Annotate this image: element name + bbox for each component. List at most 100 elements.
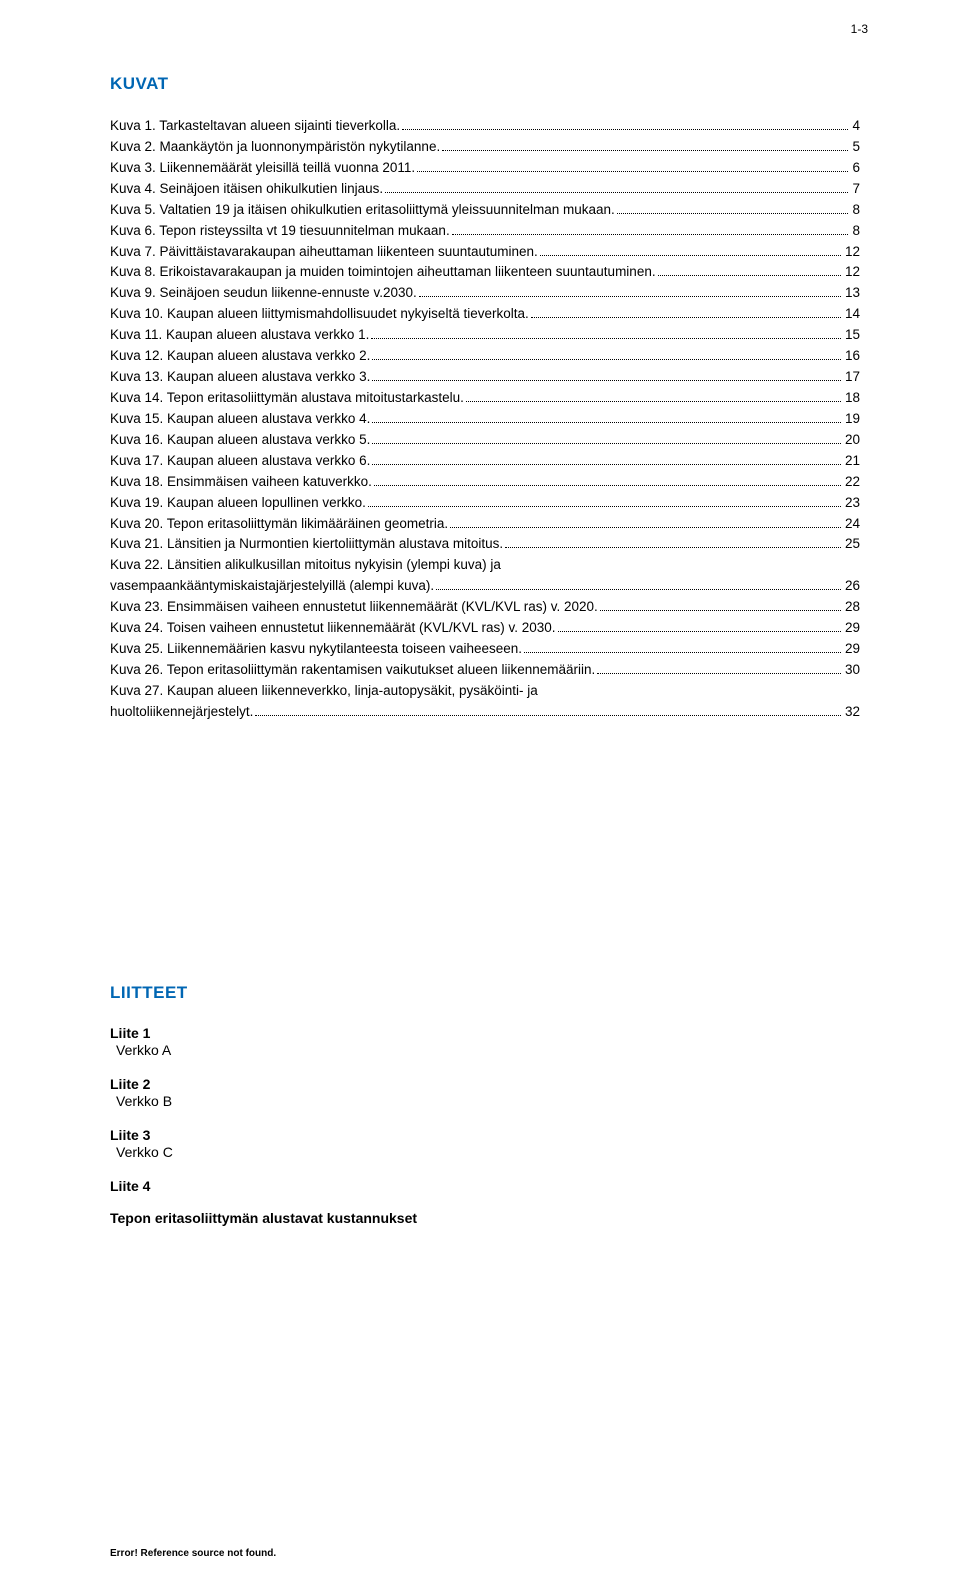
toc-entry: Kuva 11. Kaupan alueen alustava verkko 1… xyxy=(110,325,860,346)
toc-entry: Kuva 21. Länsitien ja Nurmontien kiertol… xyxy=(110,534,860,555)
toc-entry: Kuva 14. Tepon eritasoliittymän alustava… xyxy=(110,388,860,409)
toc-entry: Kuva 12. Kaupan alueen alustava verkko 2… xyxy=(110,346,860,367)
toc-entry-label: Kuva 19. Kaupan alueen lopullinen verkko… xyxy=(110,493,366,514)
toc-leader-dots xyxy=(466,400,841,402)
toc-leader-dots xyxy=(540,254,841,256)
toc-entry-label: vasempaankääntymiskaistajärjestelyillä (… xyxy=(110,576,434,597)
toc-entry-page: 29 xyxy=(843,618,860,639)
toc-entry: Kuva 2. Maankäytön ja luonnonympäristön … xyxy=(110,137,860,158)
table-of-contents: Kuva 1. Tarkasteltavan alueen sijainti t… xyxy=(110,116,860,723)
toc-leader-dots xyxy=(558,630,841,632)
toc-entry-page: 20 xyxy=(843,430,860,451)
toc-entry: huoltoliikennejärjestelyt. 32 xyxy=(110,702,860,723)
toc-entry-page: 16 xyxy=(843,346,860,367)
toc-entry-page: 26 xyxy=(843,576,860,597)
liite-item: Liite 1Verkko A xyxy=(110,1025,860,1058)
toc-entry-label: Kuva 26. Tepon eritasoliittymän rakentam… xyxy=(110,660,595,681)
toc-entry-label: Kuva 15. Kaupan alueen alustava verkko 4… xyxy=(110,409,370,430)
toc-entry: Kuva 23. Ensimmäisen vaiheen ennustetut … xyxy=(110,597,860,618)
toc-leader-dots xyxy=(372,379,841,381)
toc-leader-dots xyxy=(419,295,841,297)
toc-entry-label: Kuva 23. Ensimmäisen vaiheen ennustetut … xyxy=(110,597,598,618)
toc-leader-dots xyxy=(372,463,841,465)
toc-leader-dots xyxy=(372,442,841,444)
toc-entry-page: 4 xyxy=(850,116,860,137)
toc-leader-dots xyxy=(374,484,841,486)
toc-entry: Kuva 4. Seinäjoen itäisen ohikulkutien l… xyxy=(110,179,860,200)
toc-entry: vasempaankääntymiskaistajärjestelyillä (… xyxy=(110,576,860,597)
toc-entry-label: huoltoliikennejärjestelyt. xyxy=(110,702,253,723)
toc-leader-dots xyxy=(531,316,841,318)
footer-error-text: Error! Reference source not found. xyxy=(110,1548,276,1559)
toc-entry: Kuva 16. Kaupan alueen alustava verkko 5… xyxy=(110,430,860,451)
toc-leader-dots xyxy=(385,191,848,193)
toc-leader-dots xyxy=(371,337,841,339)
toc-leader-dots xyxy=(452,233,849,235)
toc-entry-label: Kuva 22. Länsitien alikulkusillan mitoit… xyxy=(110,555,860,576)
toc-entry-page: 7 xyxy=(850,179,860,200)
toc-entry: Kuva 15. Kaupan alueen alustava verkko 4… xyxy=(110,409,860,430)
toc-entry: Kuva 20. Tepon eritasoliittymän likimäär… xyxy=(110,514,860,535)
toc-leader-dots xyxy=(600,609,841,611)
toc-entry-label: Kuva 14. Tepon eritasoliittymän alustava… xyxy=(110,388,464,409)
liite-head: Liite 1 xyxy=(110,1025,860,1041)
toc-entry-label: Kuva 18. Ensimmäisen vaiheen katuverkko. xyxy=(110,472,372,493)
toc-entry-page: 32 xyxy=(843,702,860,723)
liite-item: Liite 2Verkko B xyxy=(110,1076,860,1109)
toc-entry: Kuva 8. Erikoistavarakaupan ja muiden to… xyxy=(110,262,860,283)
toc-entry: Kuva 7. Päivittäistavarakaupan aiheuttam… xyxy=(110,242,860,263)
toc-entry-page: 22 xyxy=(843,472,860,493)
liite-body: Verkko B xyxy=(116,1093,860,1109)
toc-entry-page: 8 xyxy=(850,200,860,221)
liite-body: Verkko A xyxy=(116,1042,860,1058)
document-page: 1-3 KUVAT Kuva 1. Tarkasteltavan alueen … xyxy=(0,0,960,1583)
toc-leader-dots xyxy=(450,526,841,528)
toc-entry-page: 24 xyxy=(843,514,860,535)
toc-entry: Kuva 19. Kaupan alueen lopullinen verkko… xyxy=(110,493,860,514)
toc-leader-dots xyxy=(442,149,848,151)
toc-leader-dots xyxy=(372,421,841,423)
toc-entry-page: 5 xyxy=(850,137,860,158)
toc-entry-page: 28 xyxy=(843,597,860,618)
liite-body: Tepon eritasoliittymän alustavat kustann… xyxy=(110,1210,860,1226)
toc-leader-dots xyxy=(597,672,841,674)
toc-leader-dots xyxy=(368,505,841,507)
toc-entry-label: Kuva 17. Kaupan alueen alustava verkko 6… xyxy=(110,451,370,472)
toc-entry-page: 23 xyxy=(843,493,860,514)
toc-entry: Kuva 10. Kaupan alueen liittymismahdolli… xyxy=(110,304,860,325)
toc-entry-label: Kuva 1. Tarkasteltavan alueen sijainti t… xyxy=(110,116,400,137)
toc-entry-label: Kuva 9. Seinäjoen seudun liikenne-ennust… xyxy=(110,283,417,304)
toc-entry-page: 19 xyxy=(843,409,860,430)
liitteet-list: Liite 1Verkko ALiite 2Verkko BLiite 3Ver… xyxy=(110,1025,860,1226)
toc-entry-page: 14 xyxy=(843,304,860,325)
toc-leader-dots xyxy=(417,170,848,172)
toc-entry-label: Kuva 6. Tepon risteyssilta vt 19 tiesuun… xyxy=(110,221,450,242)
toc-entry-label: Kuva 3. Liikennemäärät yleisillä teillä … xyxy=(110,158,415,179)
toc-leader-dots xyxy=(372,358,841,360)
toc-entry-page: 13 xyxy=(843,283,860,304)
toc-entry: Kuva 9. Seinäjoen seudun liikenne-ennust… xyxy=(110,283,860,304)
heading-liitteet: LIITTEET xyxy=(110,983,860,1003)
toc-entry-label: Kuva 11. Kaupan alueen alustava verkko 1… xyxy=(110,325,369,346)
toc-entry: Kuva 3. Liikennemäärät yleisillä teillä … xyxy=(110,158,860,179)
liite-item: Liite 4Tepon eritasoliittymän alustavat … xyxy=(110,1178,860,1226)
toc-leader-dots xyxy=(402,128,848,130)
toc-entry-label: Kuva 21. Länsitien ja Nurmontien kiertol… xyxy=(110,534,503,555)
toc-entry-label: Kuva 13. Kaupan alueen alustava verkko 3… xyxy=(110,367,370,388)
toc-entry-page: 12 xyxy=(843,242,860,263)
toc-entry-label: Kuva 25. Liikennemäärien kasvu nykytilan… xyxy=(110,639,522,660)
toc-entry: Kuva 6. Tepon risteyssilta vt 19 tiesuun… xyxy=(110,221,860,242)
toc-entry: Kuva 1. Tarkasteltavan alueen sijainti t… xyxy=(110,116,860,137)
toc-entry-page: 17 xyxy=(843,367,860,388)
toc-leader-dots xyxy=(617,212,849,214)
toc-entry: Kuva 24. Toisen vaiheen ennustetut liike… xyxy=(110,618,860,639)
toc-leader-dots xyxy=(658,274,841,276)
toc-leader-dots xyxy=(255,714,841,716)
page-number: 1-3 xyxy=(851,22,868,36)
toc-entry-label: Kuva 7. Päivittäistavarakaupan aiheuttam… xyxy=(110,242,538,263)
liite-head: Liite 2 xyxy=(110,1076,860,1092)
toc-leader-dots xyxy=(524,651,841,653)
toc-leader-dots xyxy=(436,588,841,590)
toc-entry-label: Kuva 27. Kaupan alueen liikenneverkko, l… xyxy=(110,681,860,702)
toc-entry-label: Kuva 24. Toisen vaiheen ennustetut liike… xyxy=(110,618,556,639)
